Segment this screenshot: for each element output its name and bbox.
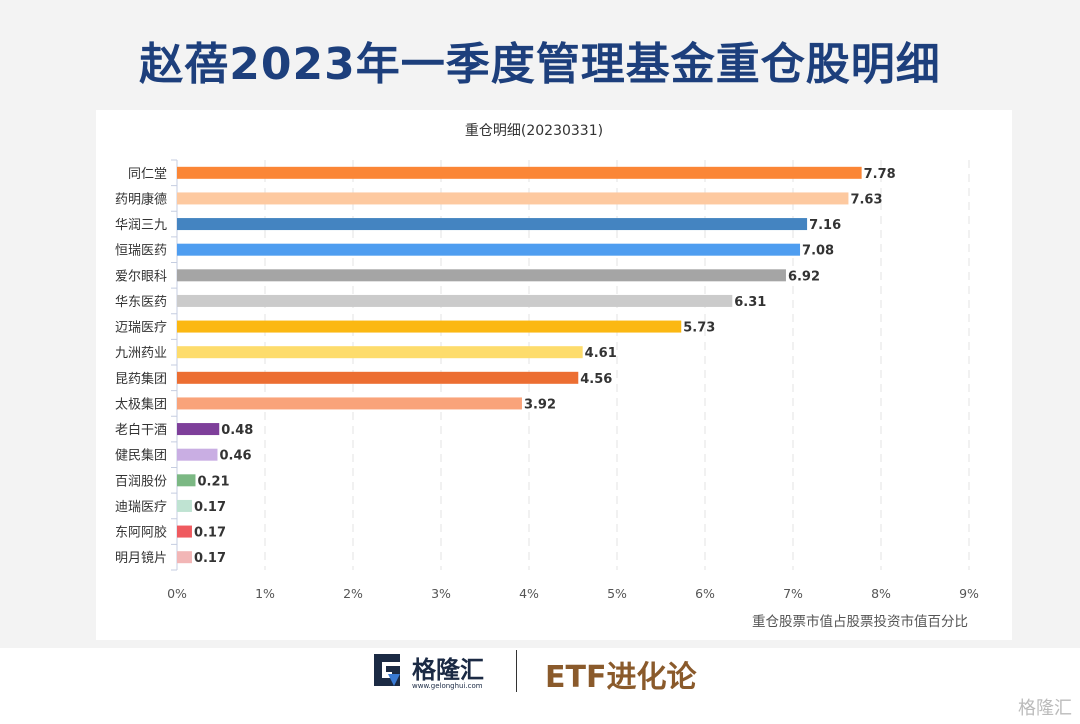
value-label: 4.61 bbox=[585, 346, 617, 361]
bar bbox=[177, 192, 849, 205]
value-label: 3.92 bbox=[524, 397, 556, 412]
category-label: 太极集团 bbox=[115, 396, 167, 412]
x-tick-label: 6% bbox=[695, 586, 715, 601]
footer-divider bbox=[516, 650, 517, 692]
category-label: 药明康德 bbox=[115, 191, 167, 207]
watermark: 格隆汇 bbox=[1018, 698, 1072, 719]
x-tick-label: 9% bbox=[959, 586, 979, 601]
bar-chart: 重仓明细(20230331) 0% 1% 2% 3% 4% 5% 6% 7% 8% 9% 同仁堂 7… bbox=[115, 123, 979, 630]
category-label: 健民集团 bbox=[115, 448, 167, 464]
x-tick-label: 8% bbox=[871, 586, 891, 601]
gelonghui-logo-icon bbox=[374, 654, 400, 686]
value-label: 0.48 bbox=[221, 423, 253, 438]
x-tick-label: 7% bbox=[783, 586, 803, 601]
value-label: 7.63 bbox=[850, 192, 882, 207]
x-tick-label: 4% bbox=[519, 586, 539, 601]
bar bbox=[177, 423, 220, 436]
category-label: 同仁堂 bbox=[128, 167, 167, 182]
category-label: 东阿阿胶 bbox=[115, 525, 167, 541]
value-label: 0.46 bbox=[219, 449, 251, 464]
category-label: 昆药集团 bbox=[115, 371, 167, 387]
chart-panel: 重仓明细(20230331) 0% 1% 2% 3% 4% 5% 6% 7% 8% 9% 同仁堂 7… bbox=[96, 110, 1012, 640]
value-label: 6.92 bbox=[788, 269, 820, 284]
bar bbox=[177, 551, 192, 564]
logo-url: www.gelonghui.com bbox=[412, 682, 483, 690]
bar bbox=[177, 397, 522, 410]
value-label: 7.16 bbox=[809, 218, 841, 233]
category-label: 华东医药 bbox=[115, 295, 167, 310]
x-tick-label: 2% bbox=[343, 586, 363, 601]
bar bbox=[177, 371, 579, 384]
bar bbox=[177, 474, 196, 487]
category-label: 迈瑞医疗 bbox=[115, 321, 167, 336]
bar bbox=[177, 320, 682, 333]
brand-name: ETF进化论 bbox=[545, 660, 697, 695]
value-label: 6.31 bbox=[734, 295, 766, 310]
value-label: 0.17 bbox=[194, 551, 226, 566]
category-label: 老白干酒 bbox=[115, 422, 167, 438]
gelonghui-logo: 格隆汇 www.gelonghui.com bbox=[370, 652, 484, 690]
bar bbox=[177, 218, 808, 231]
x-tick-label: 1% bbox=[255, 586, 275, 601]
value-label: 7.08 bbox=[802, 244, 834, 259]
value-label: 4.56 bbox=[580, 372, 612, 387]
bar bbox=[177, 166, 862, 179]
value-label: 0.17 bbox=[194, 526, 226, 541]
bar bbox=[177, 269, 786, 282]
category-label: 明月镜片 bbox=[115, 551, 167, 566]
bar bbox=[177, 243, 801, 256]
logo-text: 格隆汇 bbox=[412, 656, 484, 684]
x-tick-label: 5% bbox=[607, 586, 627, 601]
footer bbox=[0, 648, 1080, 724]
x-axis-label: 重仓股票市值占股票投资市值百分比 bbox=[752, 613, 968, 630]
value-label: 5.73 bbox=[683, 321, 715, 336]
value-label: 0.21 bbox=[197, 474, 229, 489]
bar bbox=[177, 346, 583, 359]
value-label: 7.78 bbox=[864, 167, 896, 182]
category-label: 爱尔眼科 bbox=[115, 269, 167, 284]
chart-title: 重仓明细(20230331) bbox=[465, 123, 603, 139]
category-label: 百润股份 bbox=[115, 474, 167, 489]
bar bbox=[177, 294, 733, 307]
page-title: 赵蓓2023年一季度管理基金重仓股明细 bbox=[139, 39, 941, 90]
bar bbox=[177, 525, 192, 538]
x-tick-label: 3% bbox=[431, 586, 451, 601]
bar bbox=[177, 448, 218, 461]
value-label: 0.17 bbox=[194, 500, 226, 515]
category-label: 迪瑞医疗 bbox=[115, 500, 167, 515]
bar bbox=[177, 499, 192, 512]
category-label: 华润三九 bbox=[115, 218, 167, 233]
x-tick-label: 0% bbox=[167, 586, 187, 601]
category-label: 恒瑞医药 bbox=[115, 244, 167, 259]
category-label: 九洲药业 bbox=[115, 346, 167, 361]
